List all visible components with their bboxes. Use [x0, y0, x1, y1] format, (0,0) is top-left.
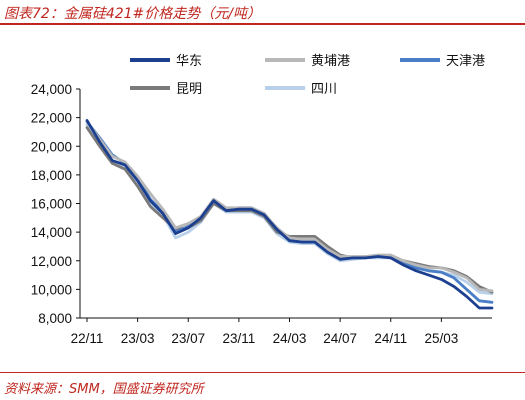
- legend-label: 华东: [176, 54, 202, 69]
- y-tick-label: 20,000: [31, 139, 72, 154]
- x-tick-label: 25/03: [424, 331, 458, 346]
- y-ticks: 8,000 10,000 12,000 14,000 16,000 18,000 20,00…: [31, 82, 80, 326]
- y-tick-label: 10,000: [31, 282, 72, 297]
- x-tick-label: 23/07: [171, 331, 205, 346]
- x-tick-label: 23/11: [222, 331, 255, 346]
- figure-title: 图表72：金属硅421#价格走势（元/吨）: [4, 6, 261, 22]
- y-tick-label: 8,000: [38, 311, 72, 326]
- legend-label: 天津港: [446, 54, 485, 69]
- legend-item: 华东: [130, 54, 202, 69]
- y-tick-label: 14,000: [31, 225, 72, 240]
- source-rule: [0, 372, 525, 373]
- legend-item: 昆明: [130, 82, 202, 97]
- figure-source: 资料来源：SMM，国盛证券研究所: [4, 382, 204, 397]
- legend-item: 天津港: [400, 54, 485, 69]
- x-tick-label: 23/03: [121, 331, 155, 346]
- legend-label: 黄埔港: [311, 54, 350, 69]
- legend-item: 四川: [265, 82, 337, 97]
- x-tick-label: 24/07: [323, 331, 357, 346]
- legend-label: 昆明: [176, 82, 202, 97]
- legend-label: 四川: [311, 82, 337, 97]
- x-tick-label: 24/03: [273, 331, 307, 346]
- y-tick-label: 18,000: [31, 168, 72, 183]
- series-line-黄埔港: [85, 120, 494, 293]
- legend-item: 黄埔港: [265, 54, 350, 69]
- y-tick-label: 22,000: [31, 111, 72, 126]
- series-line-华东: [85, 119, 494, 310]
- x-ticks: 22/11 23/03 23/07 23/11 24/03 24/07 24/11 25/03: [71, 318, 458, 346]
- title-rule: [0, 23, 525, 25]
- x-tick-label: 22/11: [71, 331, 104, 346]
- axes: [79, 89, 492, 319]
- x-tick-label: 24/11: [374, 331, 407, 346]
- y-tick-label: 12,000: [31, 254, 72, 269]
- y-tick-label: 24,000: [31, 82, 72, 97]
- y-tick-label: 16,000: [31, 197, 72, 212]
- plot-lines: [85, 119, 494, 310]
